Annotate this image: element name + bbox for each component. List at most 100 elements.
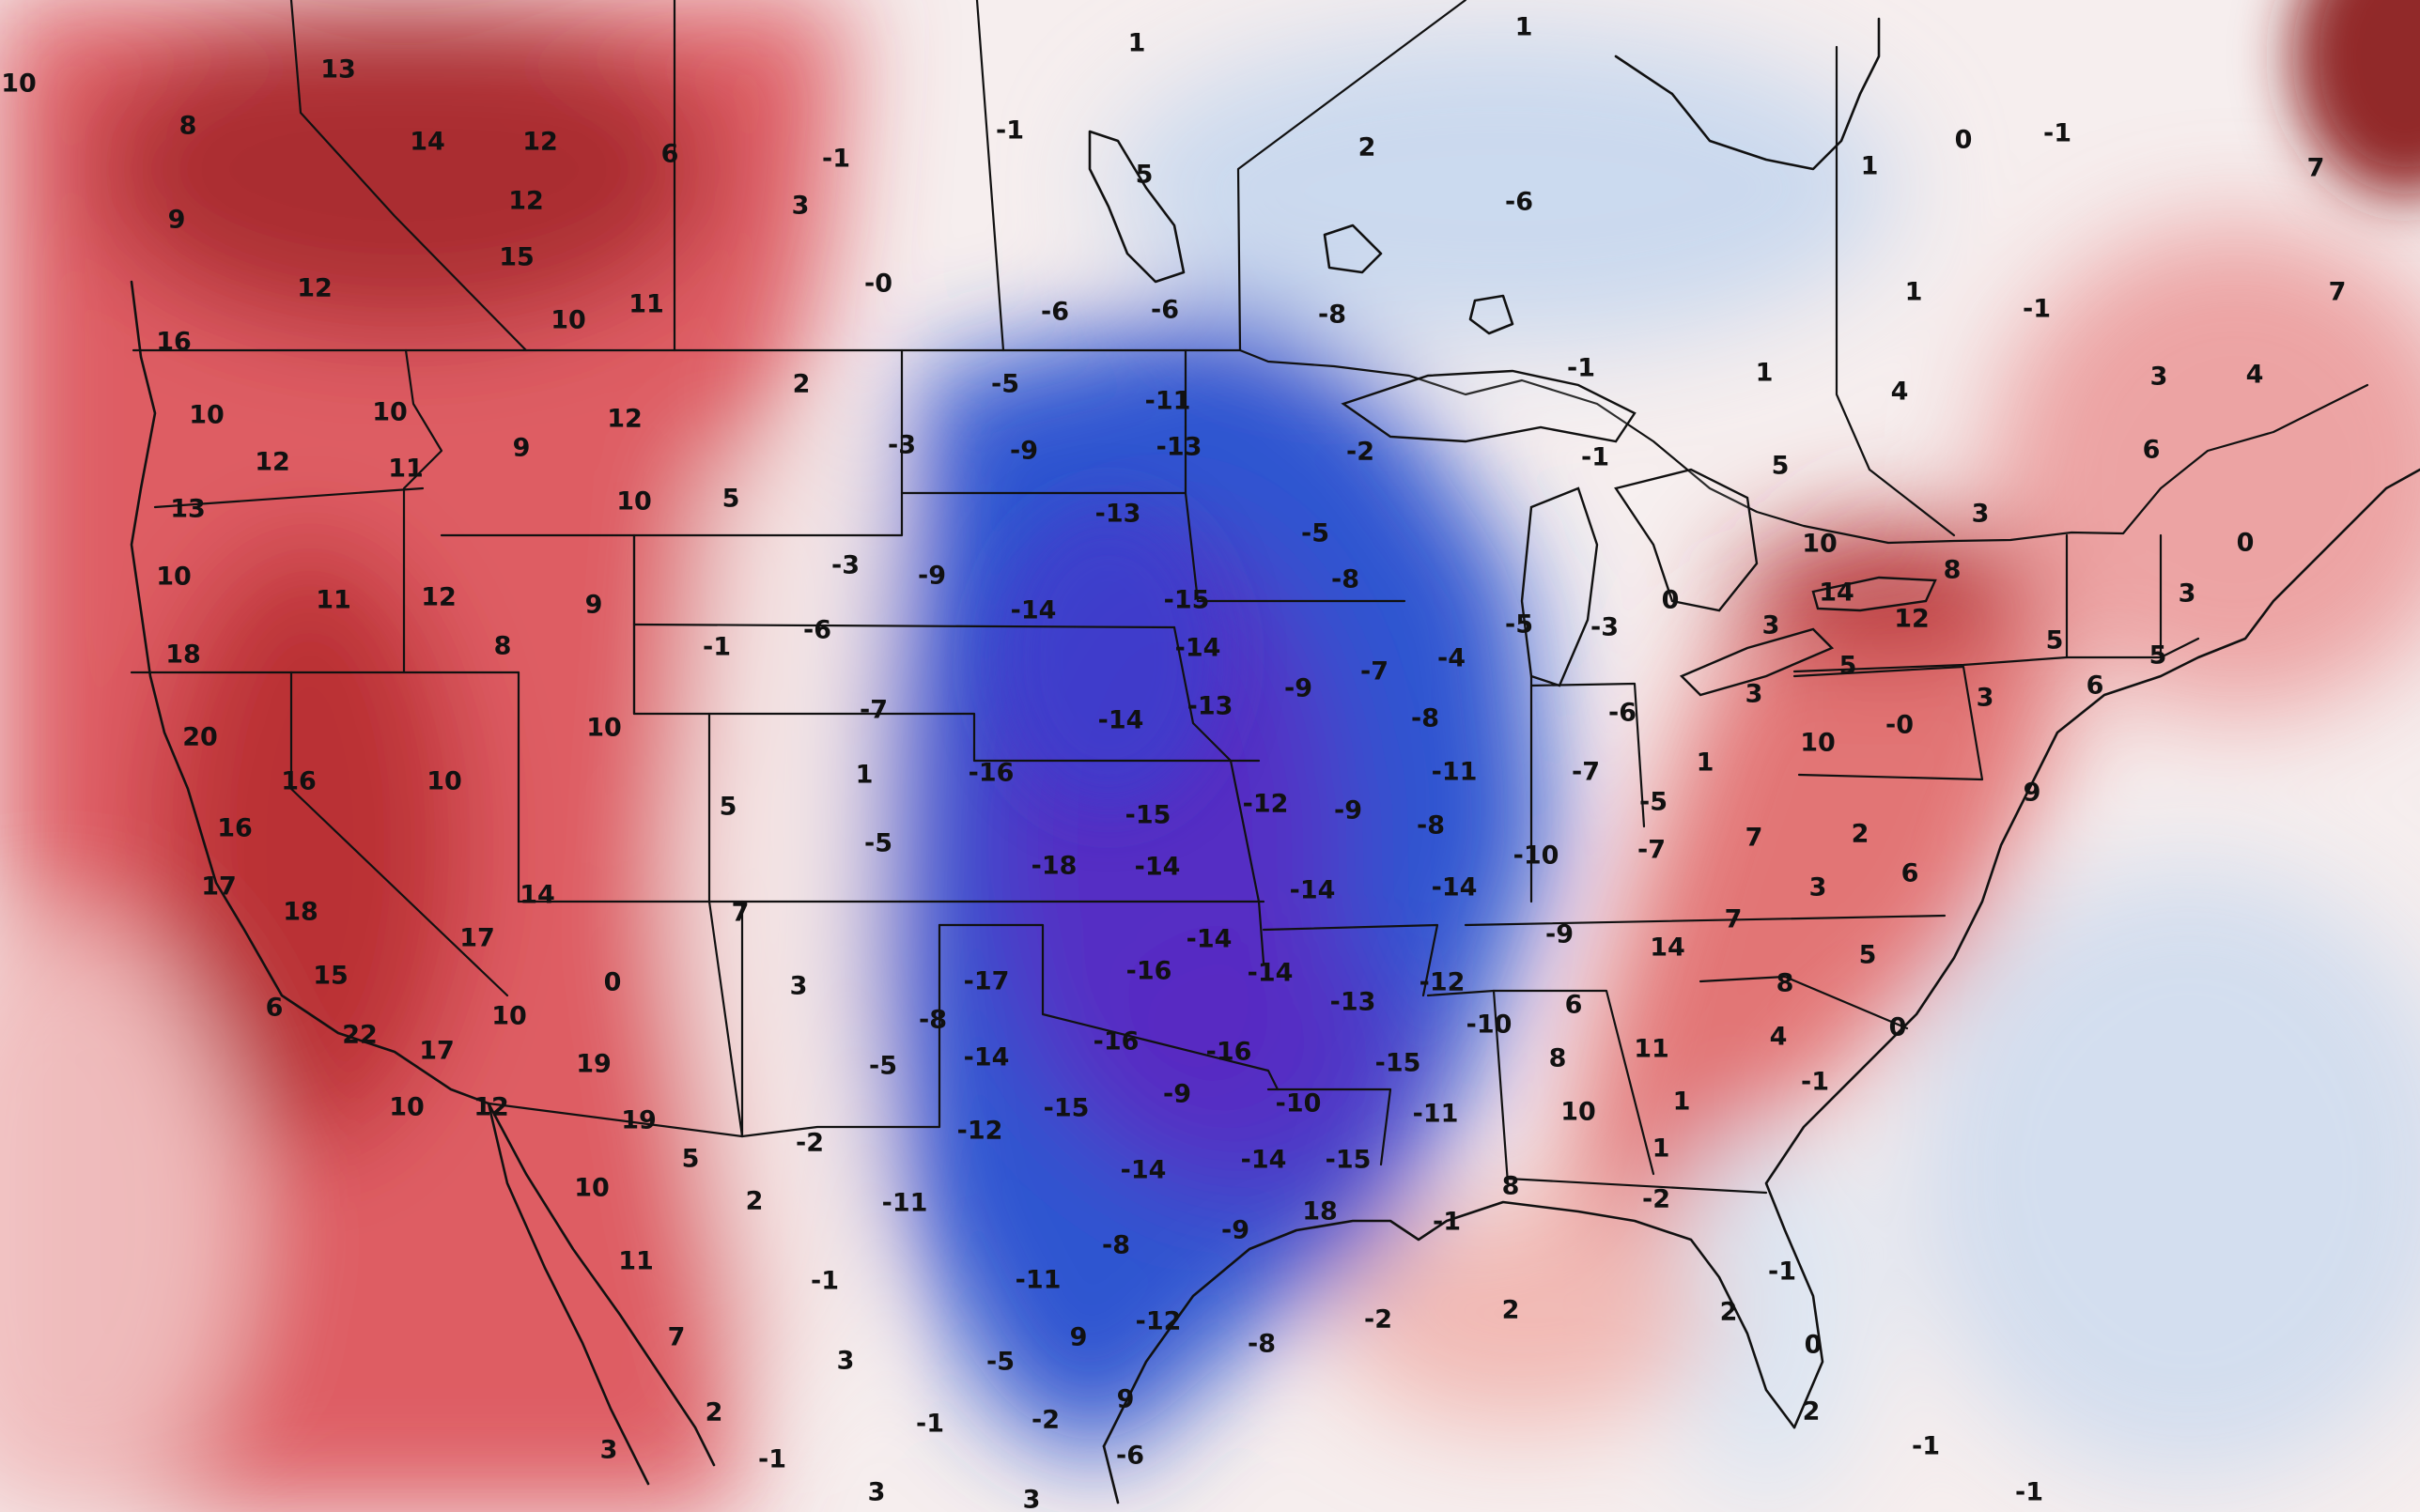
value-label: -1	[1433, 1208, 1461, 1237]
value-label: -9	[1284, 674, 1312, 703]
province-line-manitoba-ontario	[1236, 0, 1467, 352]
value-label: -14	[1135, 853, 1181, 882]
value-label: -15	[1164, 586, 1210, 615]
value-label: -1	[758, 1445, 786, 1474]
value-label: 9	[585, 591, 603, 620]
value-label: -4	[1437, 644, 1466, 673]
value-label: 9	[168, 206, 186, 235]
value-label: -12	[1419, 968, 1466, 997]
value-label: 11	[628, 290, 664, 319]
value-label: 7	[668, 1323, 686, 1352]
value-label: 1	[1652, 1134, 1670, 1164]
lake-winnipeg	[1088, 130, 1186, 284]
value-label: -14	[1187, 925, 1233, 954]
warm-region-gulf	[1334, 1202, 1710, 1427]
value-label: -3	[888, 431, 916, 460]
value-label: -3	[1590, 613, 1619, 642]
neutral-strip-plains	[676, 441, 874, 1409]
value-label: 2	[746, 1187, 764, 1216]
value-label: -7	[1360, 657, 1388, 687]
value-label: -15	[1326, 1146, 1372, 1175]
value-label: 10	[1560, 1098, 1596, 1127]
value-label: 15	[499, 243, 535, 272]
value-label: 4	[2246, 361, 2264, 390]
state-line-new-england	[2065, 533, 2200, 659]
value-label: 6	[266, 994, 284, 1023]
warm-core-california	[160, 545, 460, 1146]
value-label: 5	[682, 1145, 700, 1174]
value-label: 20	[182, 723, 218, 752]
value-label: 14	[1650, 933, 1685, 963]
value-label: -1	[2015, 1478, 2043, 1507]
value-label: -16	[1094, 1027, 1140, 1057]
value-label: 2	[793, 370, 811, 399]
cool-region-canada	[1109, 28, 1898, 347]
value-label: 17	[459, 924, 495, 953]
value-label: -1	[811, 1267, 839, 1296]
value-label: -14	[1175, 634, 1221, 663]
value-label: 12	[607, 405, 643, 434]
value-label: 12	[473, 1093, 509, 1122]
value-label: -17	[964, 967, 1010, 996]
value-label: -8	[1248, 1330, 1276, 1359]
value-label: -13	[1095, 500, 1141, 529]
value-label: 18	[165, 640, 201, 670]
value-label: -14	[1432, 873, 1478, 903]
warm-core-great-lakes	[1729, 535, 2029, 648]
value-label: 7	[2307, 154, 2325, 183]
value-label: 7	[1745, 824, 1763, 853]
value-label: -6	[1041, 298, 1069, 327]
value-label: 11	[388, 455, 424, 484]
value-label: 10	[586, 714, 622, 743]
value-label: -15	[1044, 1094, 1090, 1123]
value-label: -14	[1290, 876, 1336, 905]
value-label: 6	[2143, 436, 2161, 465]
value-label: 10	[389, 1093, 425, 1122]
value-label: 5	[2149, 641, 2167, 671]
value-label: 3	[1977, 684, 1994, 713]
value-label: 19	[576, 1050, 612, 1079]
value-label: -5	[1505, 610, 1533, 640]
value-label: 8	[494, 632, 512, 661]
value-label: 1	[1128, 29, 1146, 58]
value-label: -16	[1206, 1038, 1252, 1067]
warm-region-northeast	[1992, 225, 2420, 714]
value-label: -11	[1016, 1266, 1062, 1295]
state-line-mn-ia	[1184, 348, 1406, 603]
value-label: 7	[732, 899, 750, 928]
province-line-saskatchewan-manitoba	[975, 0, 1005, 352]
value-label: -1	[703, 633, 731, 662]
value-label: -6	[1608, 699, 1637, 728]
value-label: -16	[969, 759, 1015, 788]
value-label: 3	[837, 1347, 855, 1376]
value-label: -8	[1417, 811, 1445, 841]
value-label: -2	[1346, 438, 1374, 467]
value-label: 19	[621, 1106, 657, 1135]
value-label: 0	[604, 968, 622, 997]
value-label: -14	[1121, 1156, 1167, 1185]
value-label: 0	[1889, 1013, 1907, 1042]
political-boundaries	[130, 0, 2420, 1504]
value-label: -8	[1102, 1231, 1130, 1260]
lake-ontario	[1811, 576, 1937, 612]
value-label: 10	[491, 1002, 527, 1031]
value-label: 1	[1673, 1088, 1691, 1117]
value-label: 14	[410, 128, 445, 157]
value-label: -14	[1011, 596, 1057, 625]
state-line-mo-ar	[1262, 923, 1439, 997]
warm-core-northeast-corner	[2292, 0, 2420, 197]
value-label: -1	[1801, 1068, 1829, 1097]
value-label: 12	[1894, 605, 1930, 634]
value-label: -1	[822, 145, 850, 174]
value-label: 7	[1725, 905, 1743, 934]
value-label: 12	[508, 187, 544, 216]
value-label: -9	[1163, 1080, 1191, 1109]
value-label: 5	[2046, 626, 2064, 656]
value-label: 16	[281, 767, 317, 796]
value-label: 2	[1803, 1397, 1821, 1427]
value-label: -14	[964, 1043, 1010, 1072]
value-label: -11	[1432, 758, 1478, 787]
coastline-atlantic	[1764, 468, 2420, 1429]
state-line-mt-nd	[632, 348, 904, 537]
